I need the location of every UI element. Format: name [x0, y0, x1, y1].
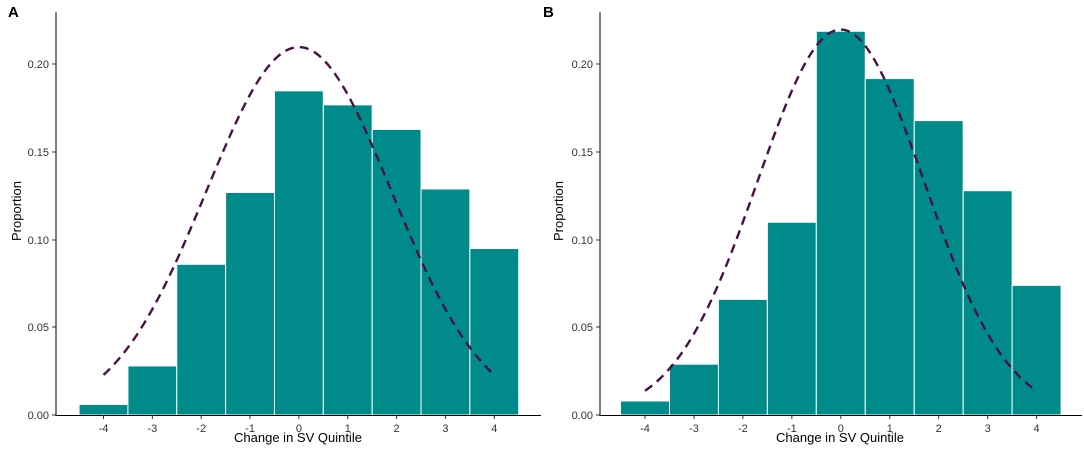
x-tick-labels-a: -4 -3 -2 -1 0 1 2 3 4	[99, 423, 498, 435]
bar-a-x4	[469, 248, 520, 416]
bar-a-x1	[322, 104, 373, 416]
panel-b: B Proportion 0.00 0.05 0.10 0.15 0.20	[543, 4, 1082, 445]
x-tick-label-a-6: 2	[394, 423, 400, 435]
x-tick-labels-b: -4 -3 -2 -1 0 1 2 3 4	[640, 423, 1040, 435]
bar-a-x3	[420, 188, 471, 416]
bar-b-x-1	[766, 221, 817, 416]
bar-b-x0	[815, 30, 866, 416]
panel-label-a: A	[8, 4, 19, 21]
x-ticks-b	[644, 415, 1038, 419]
x-tick-label-b-1: -3	[689, 423, 699, 435]
x-axis-title-b: Change in SV Quintile	[776, 430, 904, 445]
x-tick-label-a-1: -3	[147, 423, 157, 435]
y-tick-label-a-1: 0.05	[28, 322, 49, 334]
x-tick-label-b-4: 0	[838, 423, 844, 435]
bars-a	[78, 90, 520, 416]
bar-a-x-4	[78, 403, 129, 416]
y-tick-labels-b: 0.00 0.05 0.10 0.15 0.20	[572, 59, 593, 422]
bar-a-x-1	[225, 191, 275, 416]
bar-b-x4	[1011, 284, 1062, 416]
y-tick-label-a-4: 0.20	[28, 59, 49, 71]
x-tick-label-b-0: -4	[640, 423, 650, 435]
y-tick-label-a-2: 0.10	[28, 235, 49, 247]
x-tick-label-b-5: 1	[887, 423, 893, 435]
bars-b	[620, 30, 1062, 416]
x-tick-label-a-2: -2	[196, 423, 206, 435]
y-axis-title-b: Proportion	[551, 181, 566, 241]
x-tick-label-b-6: 2	[936, 423, 942, 435]
density-curve-b	[644, 28, 1038, 392]
y-tick-label-b-2: 0.10	[572, 235, 593, 247]
y-tick-label-a-0: 0.00	[28, 410, 49, 422]
y-tick-labels-a: 0.00 0.05 0.10 0.15 0.20	[28, 59, 49, 422]
bar-b-x-4	[620, 400, 670, 416]
bar-a-x-3	[127, 365, 178, 416]
x-tick-label-b-8: 4	[1034, 423, 1040, 435]
panel-a: A Proportion 0.00 0.05 0.10 0.15 0.20	[8, 4, 541, 445]
bar-b-x1	[864, 78, 915, 416]
x-tick-label-a-0: -4	[99, 423, 109, 435]
y-tick-label-b-1: 0.05	[572, 322, 593, 334]
y-tick-label-a-3: 0.15	[28, 147, 49, 159]
density-curve-a	[102, 45, 496, 376]
x-tick-label-a-7: 3	[442, 423, 448, 435]
panel-label-b: B	[543, 4, 554, 21]
y-ticks-a	[52, 63, 56, 416]
bar-a-x-2	[176, 263, 227, 416]
x-tick-label-a-4: 0	[296, 423, 302, 435]
bar-b-x-3	[668, 363, 719, 416]
x-tick-label-b-2: -2	[738, 423, 748, 435]
x-axis-title-a: Change in SV Quintile	[234, 430, 362, 445]
x-tick-label-a-8: 4	[491, 423, 497, 435]
y-ticks-b	[596, 63, 600, 416]
y-tick-label-b-4: 0.20	[572, 59, 593, 71]
bar-a-x2	[371, 128, 422, 416]
y-tick-label-b-0: 0.00	[572, 410, 593, 422]
y-tick-label-b-3: 0.15	[572, 147, 593, 159]
bar-a-x0	[273, 90, 324, 416]
x-ticks-a	[103, 415, 495, 419]
x-tick-label-a-5: 1	[345, 423, 351, 435]
x-tick-label-b-7: 3	[985, 423, 991, 435]
y-axis-title-a: Proportion	[9, 181, 24, 241]
x-tick-label-a-3: -1	[245, 423, 255, 435]
x-tick-label-b-3: -1	[787, 423, 797, 435]
bar-b-x-2	[717, 298, 768, 416]
